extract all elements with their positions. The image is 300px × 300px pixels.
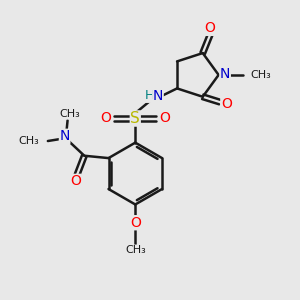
- Text: O: O: [221, 97, 232, 110]
- Text: O: O: [205, 21, 215, 35]
- Text: O: O: [130, 216, 141, 230]
- Text: N: N: [59, 129, 70, 143]
- Text: CH₃: CH₃: [250, 70, 271, 80]
- Text: CH₃: CH₃: [60, 109, 80, 119]
- Text: S: S: [130, 111, 140, 126]
- Text: H: H: [144, 89, 154, 102]
- Text: CH₃: CH₃: [125, 245, 146, 255]
- Text: O: O: [100, 112, 111, 125]
- Text: O: O: [159, 112, 170, 125]
- Text: O: O: [70, 174, 81, 188]
- Text: N: N: [220, 67, 230, 81]
- Text: CH₃: CH₃: [19, 136, 40, 146]
- Text: N: N: [153, 89, 163, 103]
